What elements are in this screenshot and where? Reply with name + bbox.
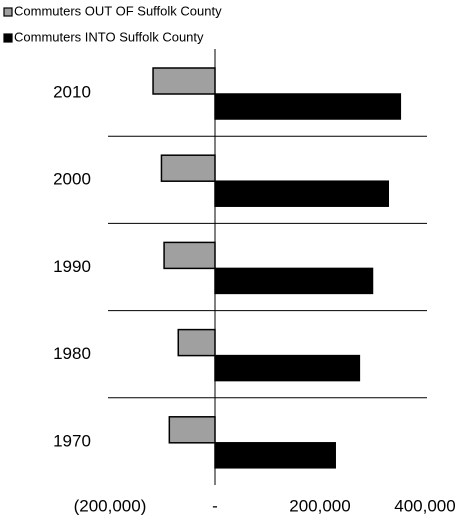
- bar: [214, 354, 361, 382]
- x-tick-label: 400,000: [394, 496, 455, 515]
- x-tick-label: (200,000): [74, 496, 147, 515]
- y-tick-label: 2010: [53, 82, 91, 101]
- legend-swatch: [3, 33, 13, 43]
- y-tick-label: 2000: [53, 170, 91, 189]
- bar: [168, 416, 216, 444]
- bar: [214, 267, 374, 295]
- bar: [214, 442, 336, 469]
- bar: [152, 67, 216, 95]
- bar: [214, 93, 402, 120]
- bar: [177, 328, 216, 357]
- bar: [163, 241, 216, 270]
- legend-label: Commuters INTO Suffolk County: [14, 29, 204, 44]
- bar: [160, 154, 216, 182]
- y-tick-label: 1970: [53, 431, 91, 450]
- y-tick-label: 1980: [53, 344, 91, 363]
- legend-swatch: [3, 7, 13, 17]
- y-tick-label: 1990: [53, 257, 91, 276]
- legend-label: Commuters OUT OF Suffolk County: [14, 3, 222, 18]
- bar: [214, 180, 389, 207]
- x-tick-label: -: [212, 496, 218, 515]
- legend: Commuters OUT OF Suffolk County Commuters…: [3, 3, 222, 44]
- x-tick-label: 200,000: [289, 496, 350, 515]
